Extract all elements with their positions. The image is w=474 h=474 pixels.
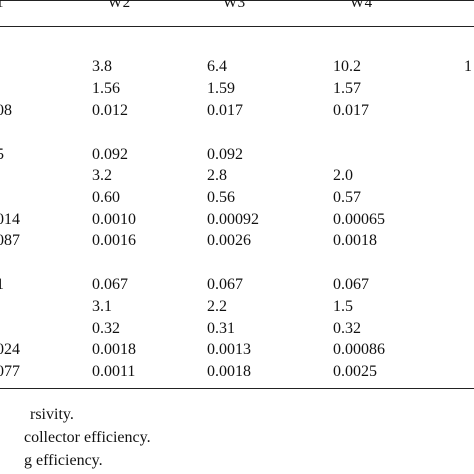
table-cell: 014 (0, 211, 20, 228)
top-rule (0, 0, 474, 1)
table-cell: 0.0025 (333, 363, 377, 380)
footnote: rsivity. (30, 406, 74, 423)
column-header-c1: W2 (108, 0, 131, 11)
table-cell: 0.32 (333, 320, 361, 337)
column-header-c0: 1 (0, 0, 4, 12)
table-cell: 0.60 (92, 189, 120, 206)
table-cell: 0.0013 (207, 341, 251, 358)
table-cell: 0.0018 (207, 363, 251, 380)
table-cell: 1.59 (207, 80, 235, 97)
header-rule (0, 26, 474, 27)
table-cell: 0.56 (207, 189, 235, 206)
table-cell: 1 (464, 58, 472, 75)
table-cell: 2.0 (333, 167, 353, 184)
table-cell: 1.5 (333, 298, 353, 315)
table-cell: 1 (0, 276, 4, 293)
table-cell: 0.092 (92, 146, 128, 163)
table-cell: 1.57 (333, 80, 361, 97)
table-cell: 08 (0, 102, 12, 119)
table-cell: 0.00092 (207, 211, 259, 228)
table-cell: 0.31 (207, 320, 235, 337)
table-cell: 3.2 (92, 167, 112, 184)
table-cell: 0.017 (333, 102, 369, 119)
table-cell: 0.0018 (92, 341, 136, 358)
table-cell: 2.2 (207, 298, 227, 315)
footnote: g efficiency. (24, 452, 103, 469)
table-cell: 0.00065 (333, 211, 385, 228)
table-cell: 0.0011 (92, 363, 136, 380)
table-cell: 0.067 (333, 276, 369, 293)
footnote: collector efficiency. (24, 429, 151, 446)
table-cell: 0.0016 (92, 232, 136, 249)
bottom-rule (0, 388, 474, 389)
table-cell: 0.067 (207, 276, 243, 293)
table-cell: 0.0018 (333, 232, 377, 249)
table-cell: 077 (0, 363, 20, 380)
column-header-c3: W4 (350, 0, 373, 11)
table-cell: 0.57 (333, 189, 361, 206)
table-cell: 5 (0, 146, 4, 163)
table-cell: 0.092 (207, 146, 243, 163)
table-cell: 1.56 (92, 80, 120, 97)
table-cell: 2.8 (207, 167, 227, 184)
table-cell: 0.0026 (207, 232, 251, 249)
table-cell: 0.017 (207, 102, 243, 119)
table-cell: 10.2 (333, 58, 361, 75)
column-header-c2: W3 (223, 0, 246, 11)
table-cell: 0.0010 (92, 211, 136, 228)
table-cell: 087 (0, 232, 20, 249)
table-cell: 0.00086 (333, 341, 385, 358)
table-cell: 0.32 (92, 320, 120, 337)
table-cell: 3.1 (92, 298, 112, 315)
table-cell: 024 (0, 341, 20, 358)
table-cell: 6.4 (207, 58, 227, 75)
table-cell: 3.8 (92, 58, 112, 75)
table-cell: 0.012 (92, 102, 128, 119)
table-cell: 0.067 (92, 276, 128, 293)
